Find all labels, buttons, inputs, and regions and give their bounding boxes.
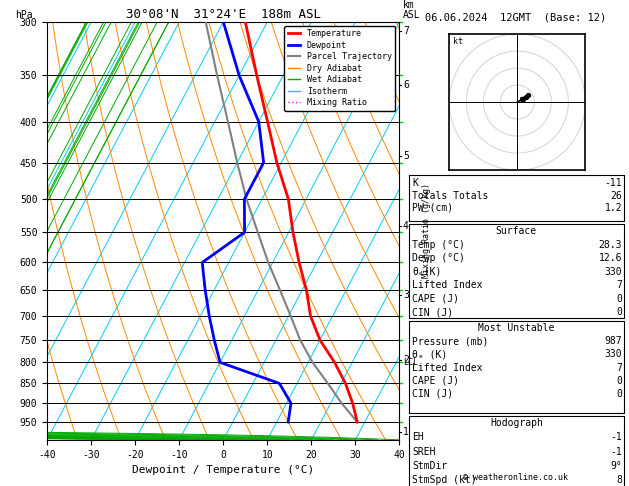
Text: LCL: LCL <box>403 358 418 367</box>
Text: 0: 0 <box>616 376 622 386</box>
Text: K: K <box>412 178 418 189</box>
Text: 3: 3 <box>403 290 409 299</box>
Text: 330: 330 <box>604 349 622 360</box>
Text: -1: -1 <box>610 433 622 442</box>
Point <box>523 91 533 99</box>
Text: 1: 1 <box>403 427 409 437</box>
Text: 1.2: 1.2 <box>604 203 622 213</box>
Text: 987: 987 <box>604 336 622 346</box>
Text: 9°: 9° <box>610 461 622 471</box>
Text: kt: kt <box>453 37 463 47</box>
Text: km
ASL: km ASL <box>403 0 421 20</box>
Text: Totals Totals: Totals Totals <box>412 191 488 201</box>
Text: 2: 2 <box>403 355 409 365</box>
Text: PW (cm): PW (cm) <box>412 203 453 213</box>
Text: EH: EH <box>412 433 424 442</box>
Text: -11: -11 <box>604 178 622 189</box>
Text: Mixing Ratio (g/kg): Mixing Ratio (g/kg) <box>422 183 431 278</box>
Text: θₑ(K): θₑ(K) <box>412 267 442 277</box>
Text: 6: 6 <box>403 80 409 90</box>
Text: 7: 7 <box>616 363 622 373</box>
Text: 8: 8 <box>616 475 622 485</box>
Title: 30°08'N  31°24'E  188m ASL: 30°08'N 31°24'E 188m ASL <box>126 8 321 21</box>
Text: θₑ (K): θₑ (K) <box>412 349 447 360</box>
Point <box>518 95 528 103</box>
Text: hPa: hPa <box>16 10 33 20</box>
Text: Pressure (mb): Pressure (mb) <box>412 336 488 346</box>
Text: Dewp (°C): Dewp (°C) <box>412 253 465 263</box>
Text: 0: 0 <box>616 307 622 317</box>
Text: Lifted Index: Lifted Index <box>412 363 482 373</box>
Text: 0: 0 <box>616 294 622 304</box>
Text: CIN (J): CIN (J) <box>412 307 453 317</box>
Text: CAPE (J): CAPE (J) <box>412 294 459 304</box>
Text: © weatheronline.co.uk: © weatheronline.co.uk <box>464 473 568 482</box>
Text: SREH: SREH <box>412 447 435 456</box>
Text: StmSpd (kt): StmSpd (kt) <box>412 475 477 485</box>
Legend: Temperature, Dewpoint, Parcel Trajectory, Dry Adiabat, Wet Adiabat, Isotherm, Mi: Temperature, Dewpoint, Parcel Trajectory… <box>284 26 395 111</box>
Text: Temp (°C): Temp (°C) <box>412 240 465 249</box>
Point <box>521 93 531 101</box>
Text: 5: 5 <box>403 152 409 161</box>
Text: 12.6: 12.6 <box>599 253 622 263</box>
X-axis label: Dewpoint / Temperature (°C): Dewpoint / Temperature (°C) <box>132 465 314 475</box>
Text: 7: 7 <box>616 280 622 290</box>
Text: Surface: Surface <box>496 226 537 236</box>
Text: 26: 26 <box>610 191 622 201</box>
Text: Hodograph: Hodograph <box>490 418 543 428</box>
Text: StmDir: StmDir <box>412 461 447 471</box>
Text: 330: 330 <box>604 267 622 277</box>
Text: 0: 0 <box>616 389 622 399</box>
Text: 7: 7 <box>403 26 409 36</box>
Text: Most Unstable: Most Unstable <box>478 323 555 333</box>
Text: CAPE (J): CAPE (J) <box>412 376 459 386</box>
Text: CIN (J): CIN (J) <box>412 389 453 399</box>
Text: 28.3: 28.3 <box>599 240 622 249</box>
Text: 06.06.2024  12GMT  (Base: 12): 06.06.2024 12GMT (Base: 12) <box>425 12 606 22</box>
Text: 4: 4 <box>403 221 409 231</box>
Text: Lifted Index: Lifted Index <box>412 280 482 290</box>
Text: -1: -1 <box>610 447 622 456</box>
